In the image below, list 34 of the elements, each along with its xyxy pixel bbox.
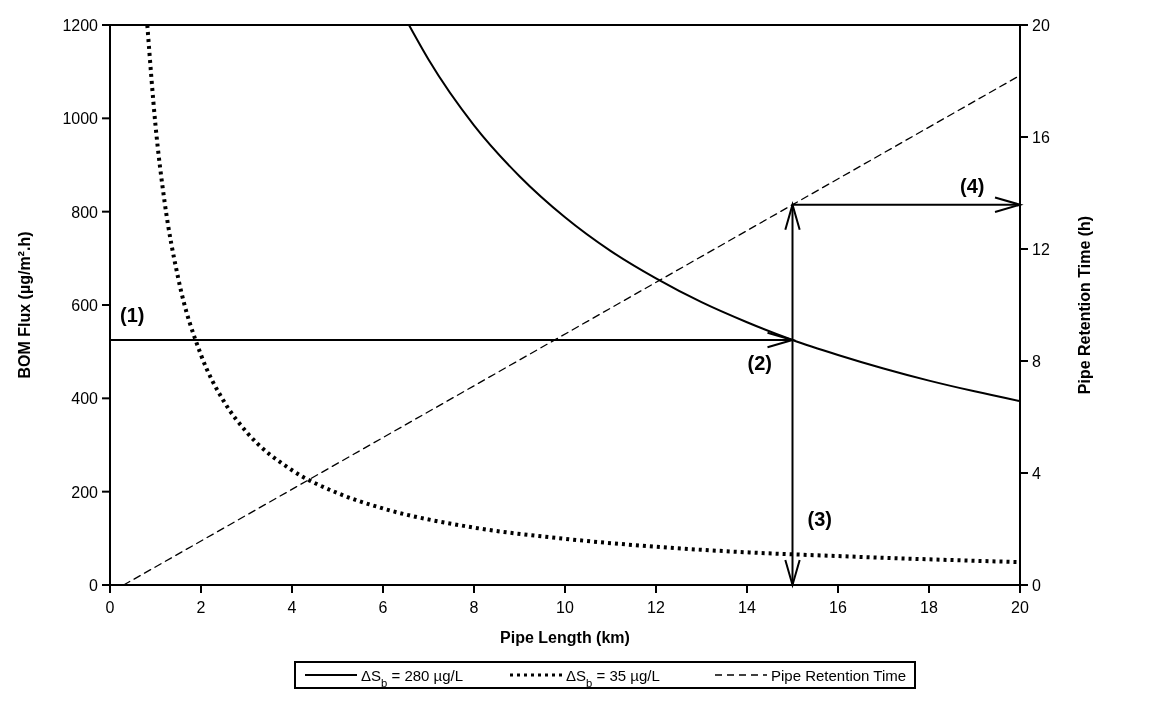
y-axis-title: BOM Flux (µg/m².h) xyxy=(16,231,33,379)
x-tick-label: 0 xyxy=(105,599,115,616)
legend-label: Pipe Retention Time xyxy=(771,667,907,684)
annotation: (3) xyxy=(807,508,832,531)
y-tick-label: 400 xyxy=(71,390,99,408)
y2-tick-label: 12 xyxy=(1032,241,1050,258)
y2-tick-label: 8 xyxy=(1032,353,1041,370)
x-tick-label: 2 xyxy=(196,599,206,616)
y-tick-label: 200 xyxy=(71,483,99,501)
x-tick-label: 16 xyxy=(829,599,847,616)
annotation: (2) xyxy=(747,352,772,374)
x-tick-label: 14 xyxy=(738,599,756,616)
x-tick-label: 18 xyxy=(920,599,938,616)
annotation: (1) xyxy=(120,304,145,326)
x-axis-title: Pipe Length (km) xyxy=(500,629,630,646)
y-tick-label: 600 xyxy=(71,297,99,314)
y-tick-label: 1200 xyxy=(62,17,99,34)
x-tick-label: 10 xyxy=(556,599,574,616)
y2-axis-title: Pipe Retention Time (h) xyxy=(1076,215,1093,395)
y-tick-label: 1000 xyxy=(62,110,99,128)
x-tick-label: 4 xyxy=(287,599,297,616)
x-tick-label: 6 xyxy=(378,599,388,616)
y-tick-label: 0 xyxy=(89,577,99,594)
x-tick-label: 12 xyxy=(647,599,665,616)
x-tick-label: 8 xyxy=(469,599,479,616)
y2-tick-label: 0 xyxy=(1032,577,1041,594)
y2-tick-label: 16 xyxy=(1032,129,1050,146)
y2-tick-label: 20 xyxy=(1032,17,1050,34)
y-tick-label: 800 xyxy=(71,203,99,221)
legend-label: ΔS$_{b}$ = 280 µg/L xyxy=(361,667,464,689)
y2-tick-label: 4 xyxy=(1032,465,1041,482)
x-tick-label: 20 xyxy=(1011,599,1029,616)
legend-label: ΔS$_{b}$ = 35 µg/L xyxy=(566,667,660,689)
annotation: (4) xyxy=(960,174,985,197)
